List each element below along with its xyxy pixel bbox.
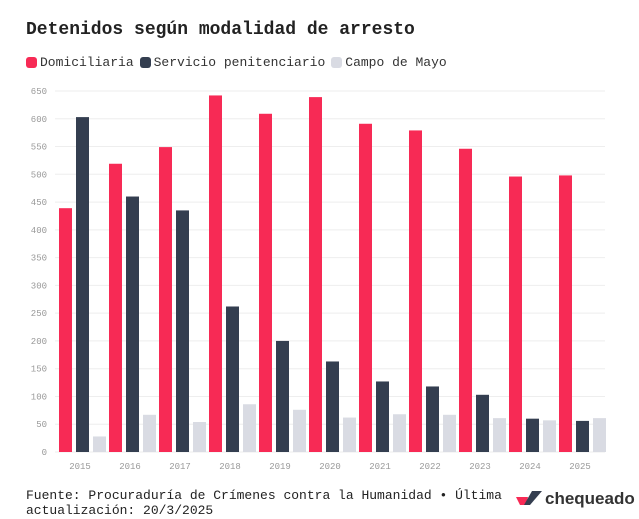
y-tick-label: 300	[31, 281, 47, 291]
bar-servicio-penitenciario	[326, 361, 339, 452]
y-tick-label: 350	[31, 254, 47, 264]
y-tick-label: 400	[31, 226, 47, 236]
bar-campo-de-mayo	[543, 420, 556, 452]
chart-title: Detenidos según modalidad de arresto	[26, 20, 415, 40]
y-tick-label: 0	[42, 448, 47, 458]
legend-label: Domiciliaria	[40, 55, 134, 70]
y-tick-label: 500	[31, 170, 47, 180]
legend-swatch	[139, 57, 151, 68]
bar-domiciliaria	[559, 175, 572, 452]
legend-label: Servicio penitenciario	[153, 55, 326, 70]
bar-domiciliaria	[209, 95, 222, 452]
bar-domiciliaria	[359, 123, 372, 452]
bar-campo-de-mayo	[393, 414, 406, 452]
legend-item-servicio[interactable]: Servicio penitenciario	[139, 55, 326, 70]
bar-servicio-penitenciario	[376, 381, 389, 452]
bar-campo-de-mayo	[143, 414, 156, 452]
logo-text: chequeado	[545, 489, 635, 508]
bar-campo-de-mayo	[593, 418, 606, 452]
legend-swatch	[26, 57, 37, 68]
bar-domiciliaria	[509, 176, 522, 452]
x-tick-label: 2017	[169, 462, 191, 472]
bar-domiciliaria	[109, 163, 122, 453]
bar-domiciliaria	[309, 97, 322, 453]
bar-servicio-penitenciario	[576, 420, 589, 452]
legend-item-campo[interactable]: Campo de Mayo	[331, 55, 447, 70]
bar-servicio-penitenciario	[126, 196, 139, 452]
y-tick-label: 150	[31, 365, 47, 375]
bar-campo-de-mayo	[493, 418, 506, 452]
bar-campo-de-mayo	[443, 414, 456, 452]
legend-item-domiciliaria[interactable]: Domiciliaria	[26, 55, 134, 70]
x-tick-label: 2023	[469, 462, 491, 472]
x-tick-label: 2020	[319, 462, 341, 472]
y-tick-label: 200	[31, 337, 47, 347]
y-tick-label: 550	[31, 143, 47, 153]
x-tick-label: 2024	[519, 462, 541, 472]
bar-servicio-penitenciario	[176, 210, 189, 452]
x-tick-label: 2016	[119, 462, 141, 472]
y-tick-label: 600	[31, 115, 47, 125]
x-tick-label: 2025	[569, 462, 591, 472]
bar-campo-de-mayo	[93, 436, 106, 452]
y-tick-label: 100	[31, 392, 47, 402]
source-note: Fuente: Procuraduría de Crímenes contra …	[26, 488, 502, 518]
bar-campo-de-mayo	[243, 404, 256, 452]
legend-label: Campo de Mayo	[345, 55, 447, 70]
x-tick-label: 2015	[69, 462, 91, 472]
legend: Domiciliaria Servicio penitenciario Camp…	[26, 55, 447, 70]
bar-servicio-penitenciario	[76, 117, 89, 452]
y-tick-label: 250	[31, 309, 47, 319]
y-tick-label: 450	[31, 198, 47, 208]
bar-servicio-penitenciario	[526, 418, 539, 452]
chequeado-logo: chequeado	[516, 489, 635, 509]
bar-domiciliaria	[259, 113, 272, 453]
bar-servicio-penitenciario	[476, 394, 489, 452]
bar-campo-de-mayo	[193, 422, 206, 452]
bar-servicio-penitenciario	[426, 386, 439, 452]
x-tick-label: 2019	[269, 462, 291, 472]
y-tick-label: 650	[31, 87, 47, 97]
check-logo-icon	[516, 491, 542, 505]
y-tick-label: 50	[36, 420, 47, 430]
bar-domiciliaria	[459, 148, 472, 452]
legend-swatch	[331, 57, 343, 68]
x-tick-label: 2018	[219, 462, 241, 472]
bar-chart: 0 50 100 150 200 250 300 350 400 450 500 550 600 650 2…	[31, 87, 606, 472]
bar-domiciliaria	[409, 130, 422, 452]
bar-domiciliaria	[59, 208, 72, 452]
bar-servicio-penitenciario	[226, 306, 239, 452]
x-tick-label: 2022	[419, 462, 441, 472]
bar-campo-de-mayo	[343, 417, 356, 452]
bar-servicio-penitenciario	[276, 340, 289, 452]
x-tick-label: 2021	[369, 462, 391, 472]
bar-domiciliaria	[159, 147, 172, 452]
bar-campo-de-mayo	[293, 409, 306, 452]
